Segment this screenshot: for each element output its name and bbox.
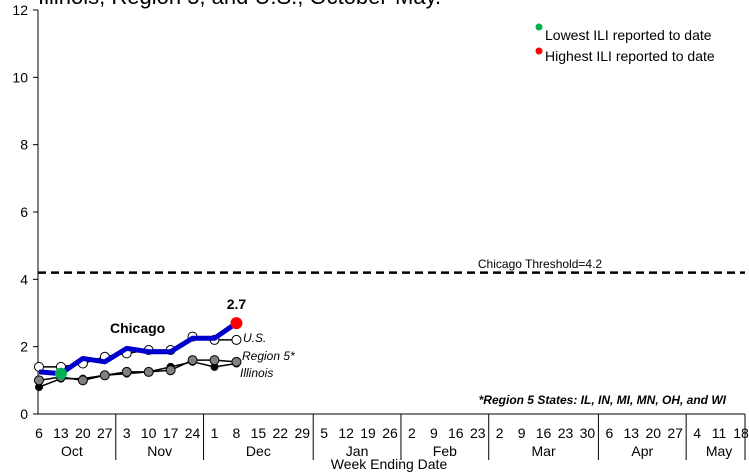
x-tick-label: 20 — [645, 425, 661, 441]
x-tick-label: 8 — [233, 425, 241, 441]
marker — [165, 365, 176, 376]
marker — [187, 355, 198, 366]
y-tick-label: 4 — [20, 271, 28, 287]
x-tick-label: 29 — [294, 425, 310, 441]
x-tick-label: 9 — [430, 425, 438, 441]
chart-title: Illinois, Region 5, and U.S., October-Ma… — [38, 0, 441, 9]
marker — [231, 334, 242, 345]
month-label: Apr — [631, 443, 653, 459]
month-label: Nov — [147, 443, 172, 459]
y-tick-label: 8 — [20, 137, 28, 153]
threshold-label: Chicago Threshold=4.2 — [478, 257, 603, 271]
lowest-point — [54, 367, 67, 380]
x-tick-label: 12 — [338, 425, 354, 441]
x-tick-label: 4 — [693, 425, 701, 441]
x-tick-label: 16 — [536, 425, 552, 441]
marker — [121, 366, 132, 377]
series-label: Region 5* — [242, 349, 295, 363]
y-tick-label: 10 — [12, 69, 28, 85]
x-tick-label: 6 — [605, 425, 613, 441]
legend-label: Lowest ILI reported to date — [545, 27, 712, 43]
month-label: Dec — [246, 443, 271, 459]
series-line — [38, 359, 237, 382]
marker — [99, 370, 110, 381]
x-tick-label: 19 — [360, 425, 376, 441]
x-tick-label: 6 — [35, 425, 43, 441]
x-tick-label: 3 — [123, 425, 131, 441]
x-tick-label: 18 — [733, 425, 749, 441]
legend-label: Highest ILI reported to date — [545, 48, 715, 64]
x-tick-label: 20 — [75, 425, 91, 441]
x-tick-label: 22 — [273, 425, 289, 441]
marker — [77, 375, 88, 386]
series-label: U.S. — [243, 331, 266, 345]
x-tick-label: 13 — [624, 425, 640, 441]
series-label: Chicago — [110, 320, 165, 336]
x-tick-label: 2 — [496, 425, 504, 441]
x-tick-label: 9 — [518, 425, 526, 441]
legend-swatch — [535, 23, 543, 31]
x-tick-label: 2 — [408, 425, 416, 441]
x-tick-label: 27 — [667, 425, 683, 441]
x-tick-label: 11 — [712, 425, 727, 441]
x-tick-label: 24 — [185, 425, 201, 441]
x-tick-label: 23 — [470, 425, 486, 441]
month-label: Jan — [346, 443, 369, 459]
x-tick-label: 13 — [53, 425, 69, 441]
legend-swatch — [535, 47, 543, 55]
month-label: Feb — [433, 443, 457, 459]
x-tick-label: 5 — [320, 425, 328, 441]
series-line — [38, 321, 238, 377]
x-tick-label: 15 — [251, 425, 267, 441]
x-axis-title: Week Ending Date — [331, 456, 448, 472]
y-tick-label: 6 — [20, 204, 28, 220]
x-tick-label: 27 — [97, 425, 113, 441]
marker — [34, 361, 44, 372]
marker — [231, 356, 242, 367]
x-tick-label: 26 — [382, 425, 398, 441]
x-tick-label: 10 — [141, 425, 157, 441]
x-tick-label: 30 — [580, 425, 596, 441]
marker — [143, 366, 154, 377]
x-tick-label: 23 — [558, 425, 574, 441]
series-label: Illinois — [240, 366, 273, 380]
month-label: May — [706, 443, 732, 459]
value-label: 2.7 — [227, 296, 247, 312]
footnote: *Region 5 States: IL, IN, MI, MN, OH, an… — [479, 393, 727, 407]
x-tick-label: 16 — [448, 425, 464, 441]
month-label: Oct — [61, 443, 83, 459]
marker — [209, 355, 220, 366]
highest-point — [230, 317, 243, 330]
y-tick-label: 2 — [20, 339, 28, 355]
x-tick-label: 17 — [163, 425, 179, 441]
x-tick-label: 1 — [211, 425, 219, 441]
y-tick-label: 0 — [20, 406, 28, 422]
y-tick-label: 12 — [12, 2, 28, 18]
marker — [34, 375, 44, 386]
month-label: Mar — [532, 443, 556, 459]
